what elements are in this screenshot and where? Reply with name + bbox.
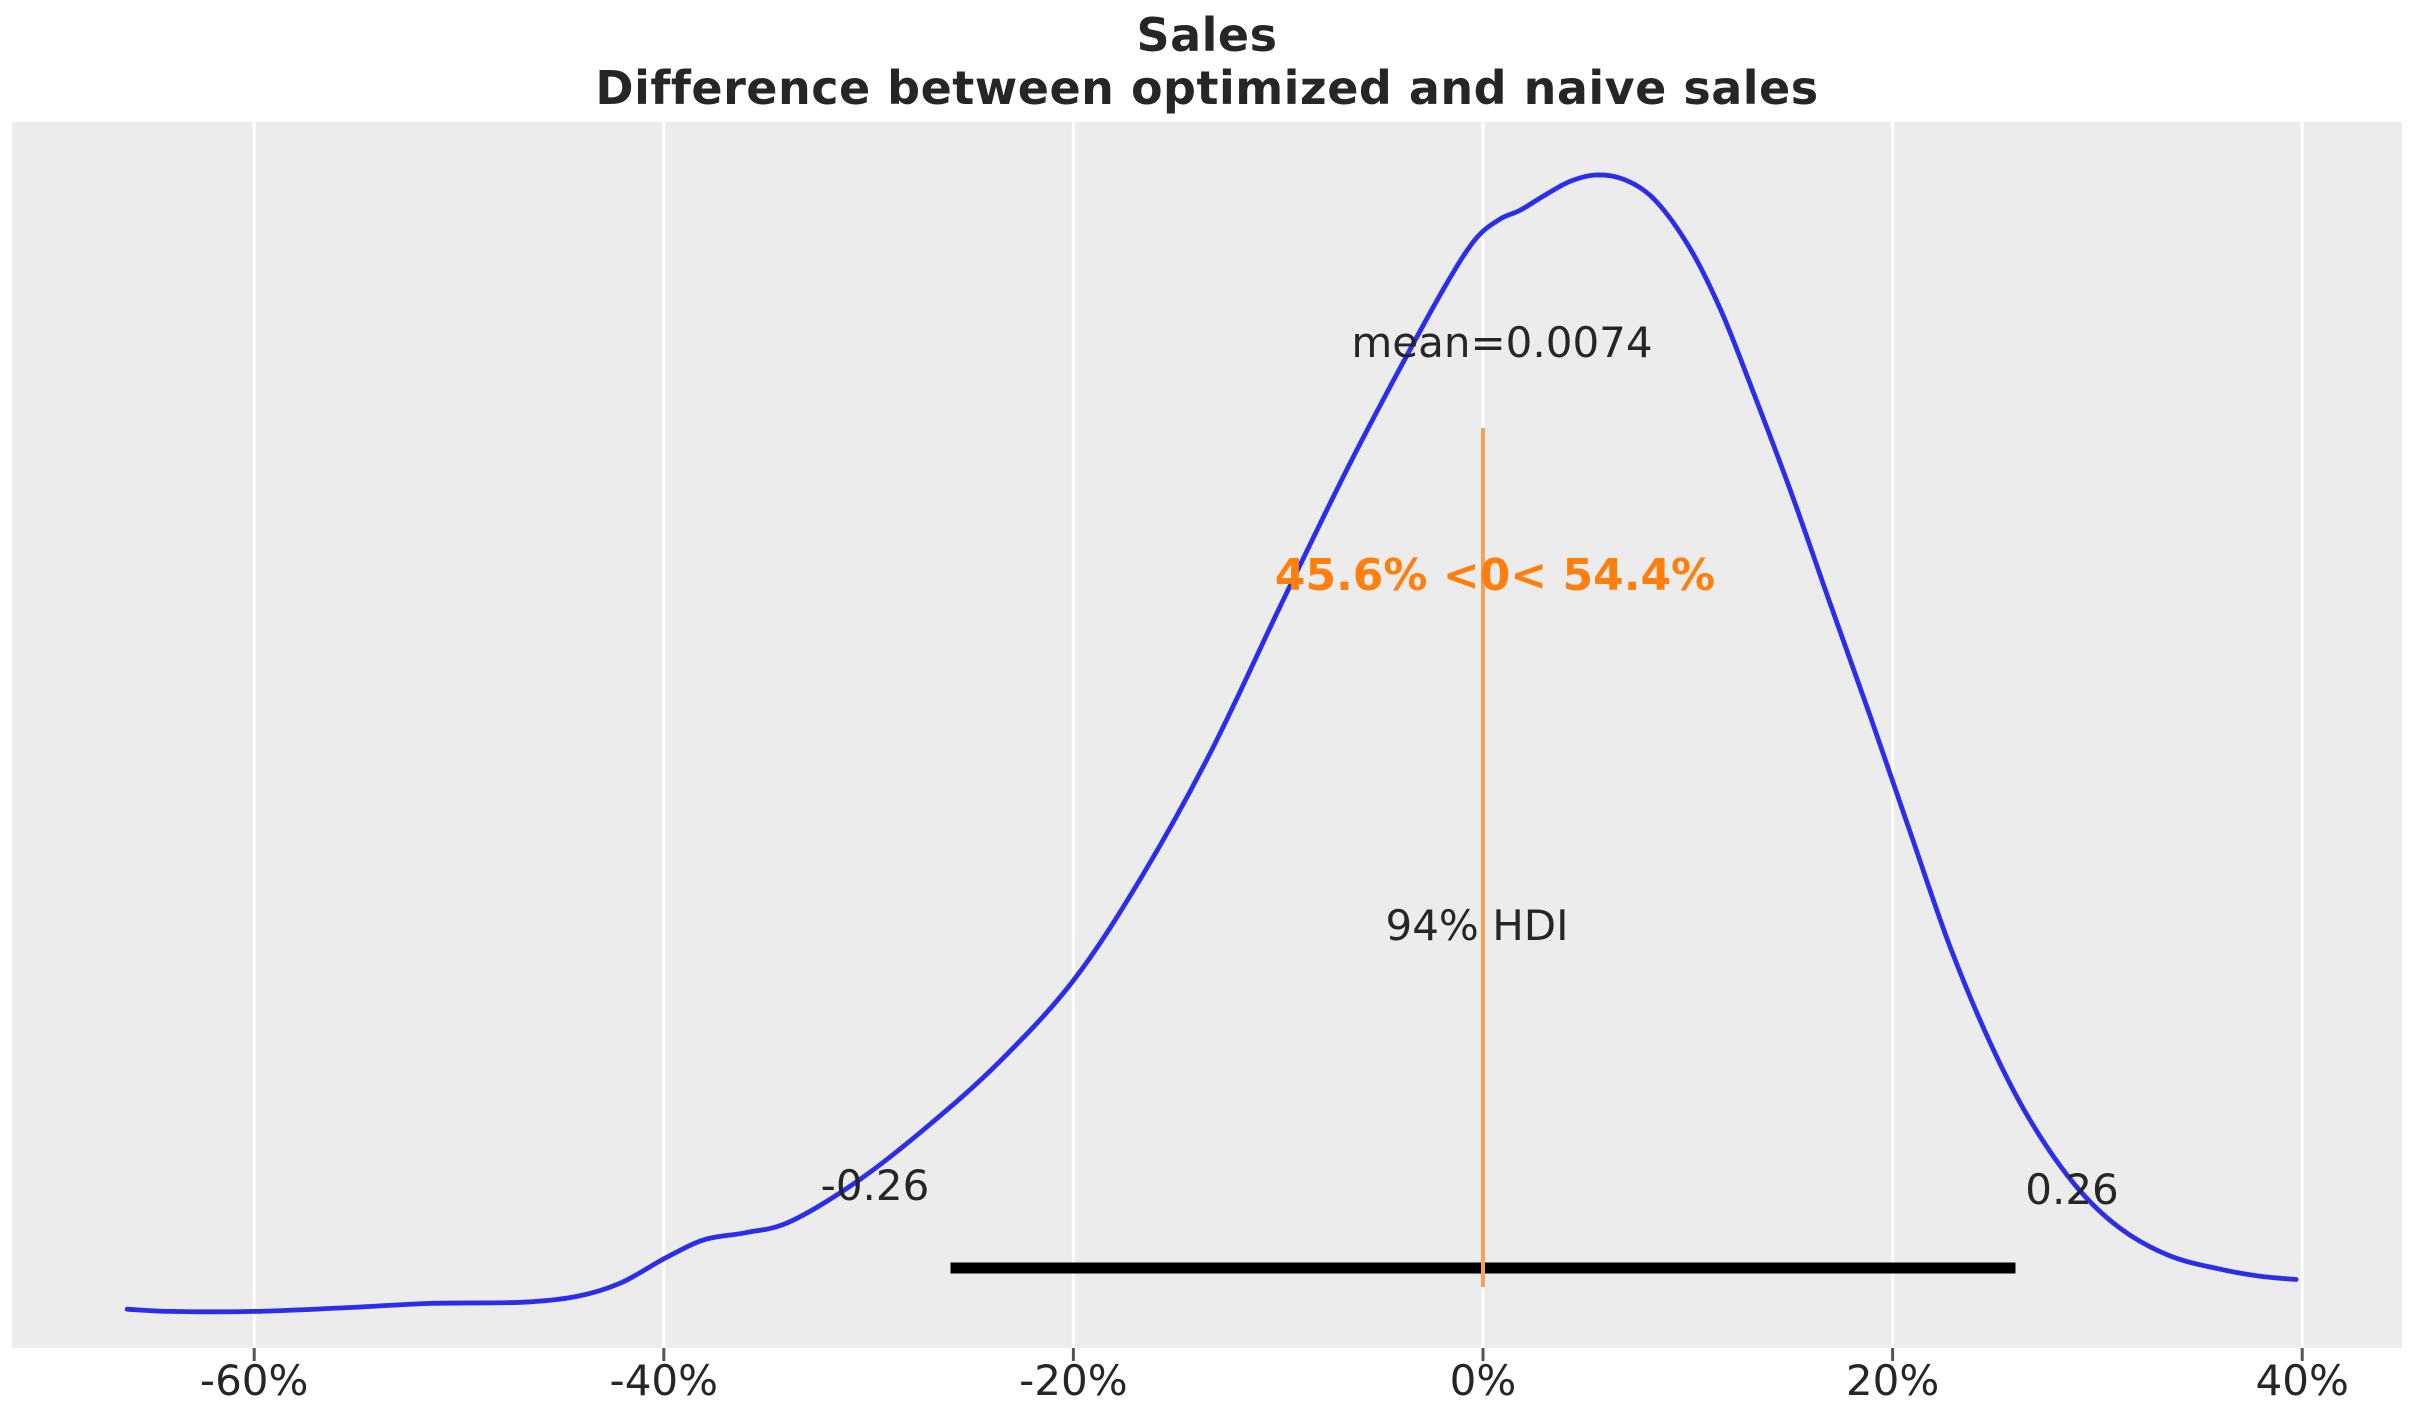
hdi-label: 94% HDI bbox=[1385, 901, 1569, 950]
x-tick-label: -40% bbox=[609, 1356, 719, 1405]
hdi-lower-label: -0.26 bbox=[820, 1161, 930, 1210]
kde-curve bbox=[124, 172, 2299, 1315]
plot-area bbox=[12, 122, 2402, 1348]
ref-probability-label: 45.6% <0< 54.4% bbox=[1274, 550, 1716, 601]
hdi-upper-label: 0.26 bbox=[2025, 1165, 2119, 1214]
mean-label: mean=0.0074 bbox=[1351, 318, 1653, 367]
chart-title-line2: Difference between optimized and naive s… bbox=[595, 61, 1819, 115]
x-tick-label: 0% bbox=[1449, 1356, 1517, 1405]
chart-title-line1: Sales bbox=[1136, 8, 1278, 62]
x-tick-label: -60% bbox=[199, 1356, 309, 1405]
x-tick-label: 20% bbox=[1845, 1356, 1940, 1405]
x-tick-label: 40% bbox=[2255, 1356, 2349, 1405]
x-tick-label: -20% bbox=[1019, 1356, 1128, 1405]
